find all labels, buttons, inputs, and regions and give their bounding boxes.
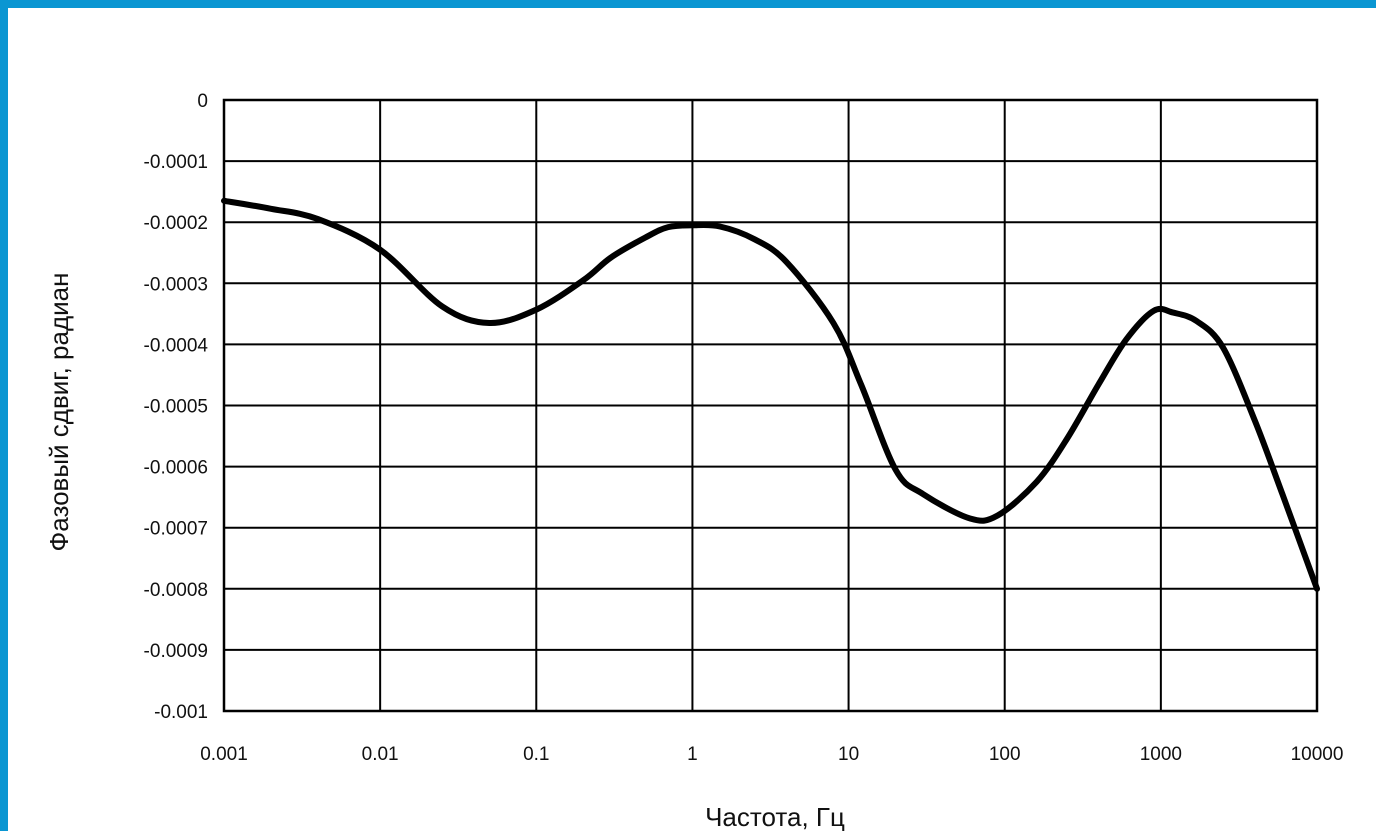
chart-canvas: 0.001 0.01 0.1 1 10 100 1000 10000 0 -0.0001 -0.00… <box>8 8 1376 831</box>
x-tick-label: 10 <box>838 744 859 765</box>
y-tick-label: -0.0008 <box>144 580 208 601</box>
y-tick-label: -0.0006 <box>144 458 208 479</box>
y-tick-label: -0.0003 <box>144 274 208 295</box>
x-tick-label: 10000 <box>1291 744 1344 765</box>
y-tick-label: 0 <box>197 91 208 112</box>
y-tick-label: -0.0009 <box>144 641 208 662</box>
x-tick-label: 1 <box>687 744 698 765</box>
series-group <box>221 197 1320 592</box>
x-tick-label: 0.1 <box>523 744 549 765</box>
x-axis-title: Частота, Гц <box>705 802 845 831</box>
grid <box>222 98 1319 713</box>
y-tick-label: -0.0004 <box>144 335 209 356</box>
x-tick-label: 1000 <box>1140 744 1182 765</box>
y-tick-label: -0.0002 <box>144 213 208 234</box>
plot-frame <box>222 98 1319 713</box>
y-tick-label: -0.0005 <box>144 397 208 418</box>
x-tick-label: 100 <box>989 744 1021 765</box>
x-tick-label: 0.01 <box>362 744 399 765</box>
phase-shift-chart: 0.001 0.01 0.1 1 10 100 1000 10000 0 -0.0001 -0.00… <box>44 91 1344 831</box>
y-tick-label: -0.0007 <box>144 519 208 540</box>
y-axis-title: Фазовый сдвиг, радиан <box>44 273 74 552</box>
series-line <box>221 197 1320 592</box>
x-tick-label: 0.001 <box>200 744 248 765</box>
y-tick-label: -0.0001 <box>144 152 208 173</box>
tick-labels: 0.001 0.01 0.1 1 10 100 1000 10000 0 -0.0001 -0.00… <box>144 91 1344 765</box>
y-tick-label: -0.001 <box>154 702 208 723</box>
